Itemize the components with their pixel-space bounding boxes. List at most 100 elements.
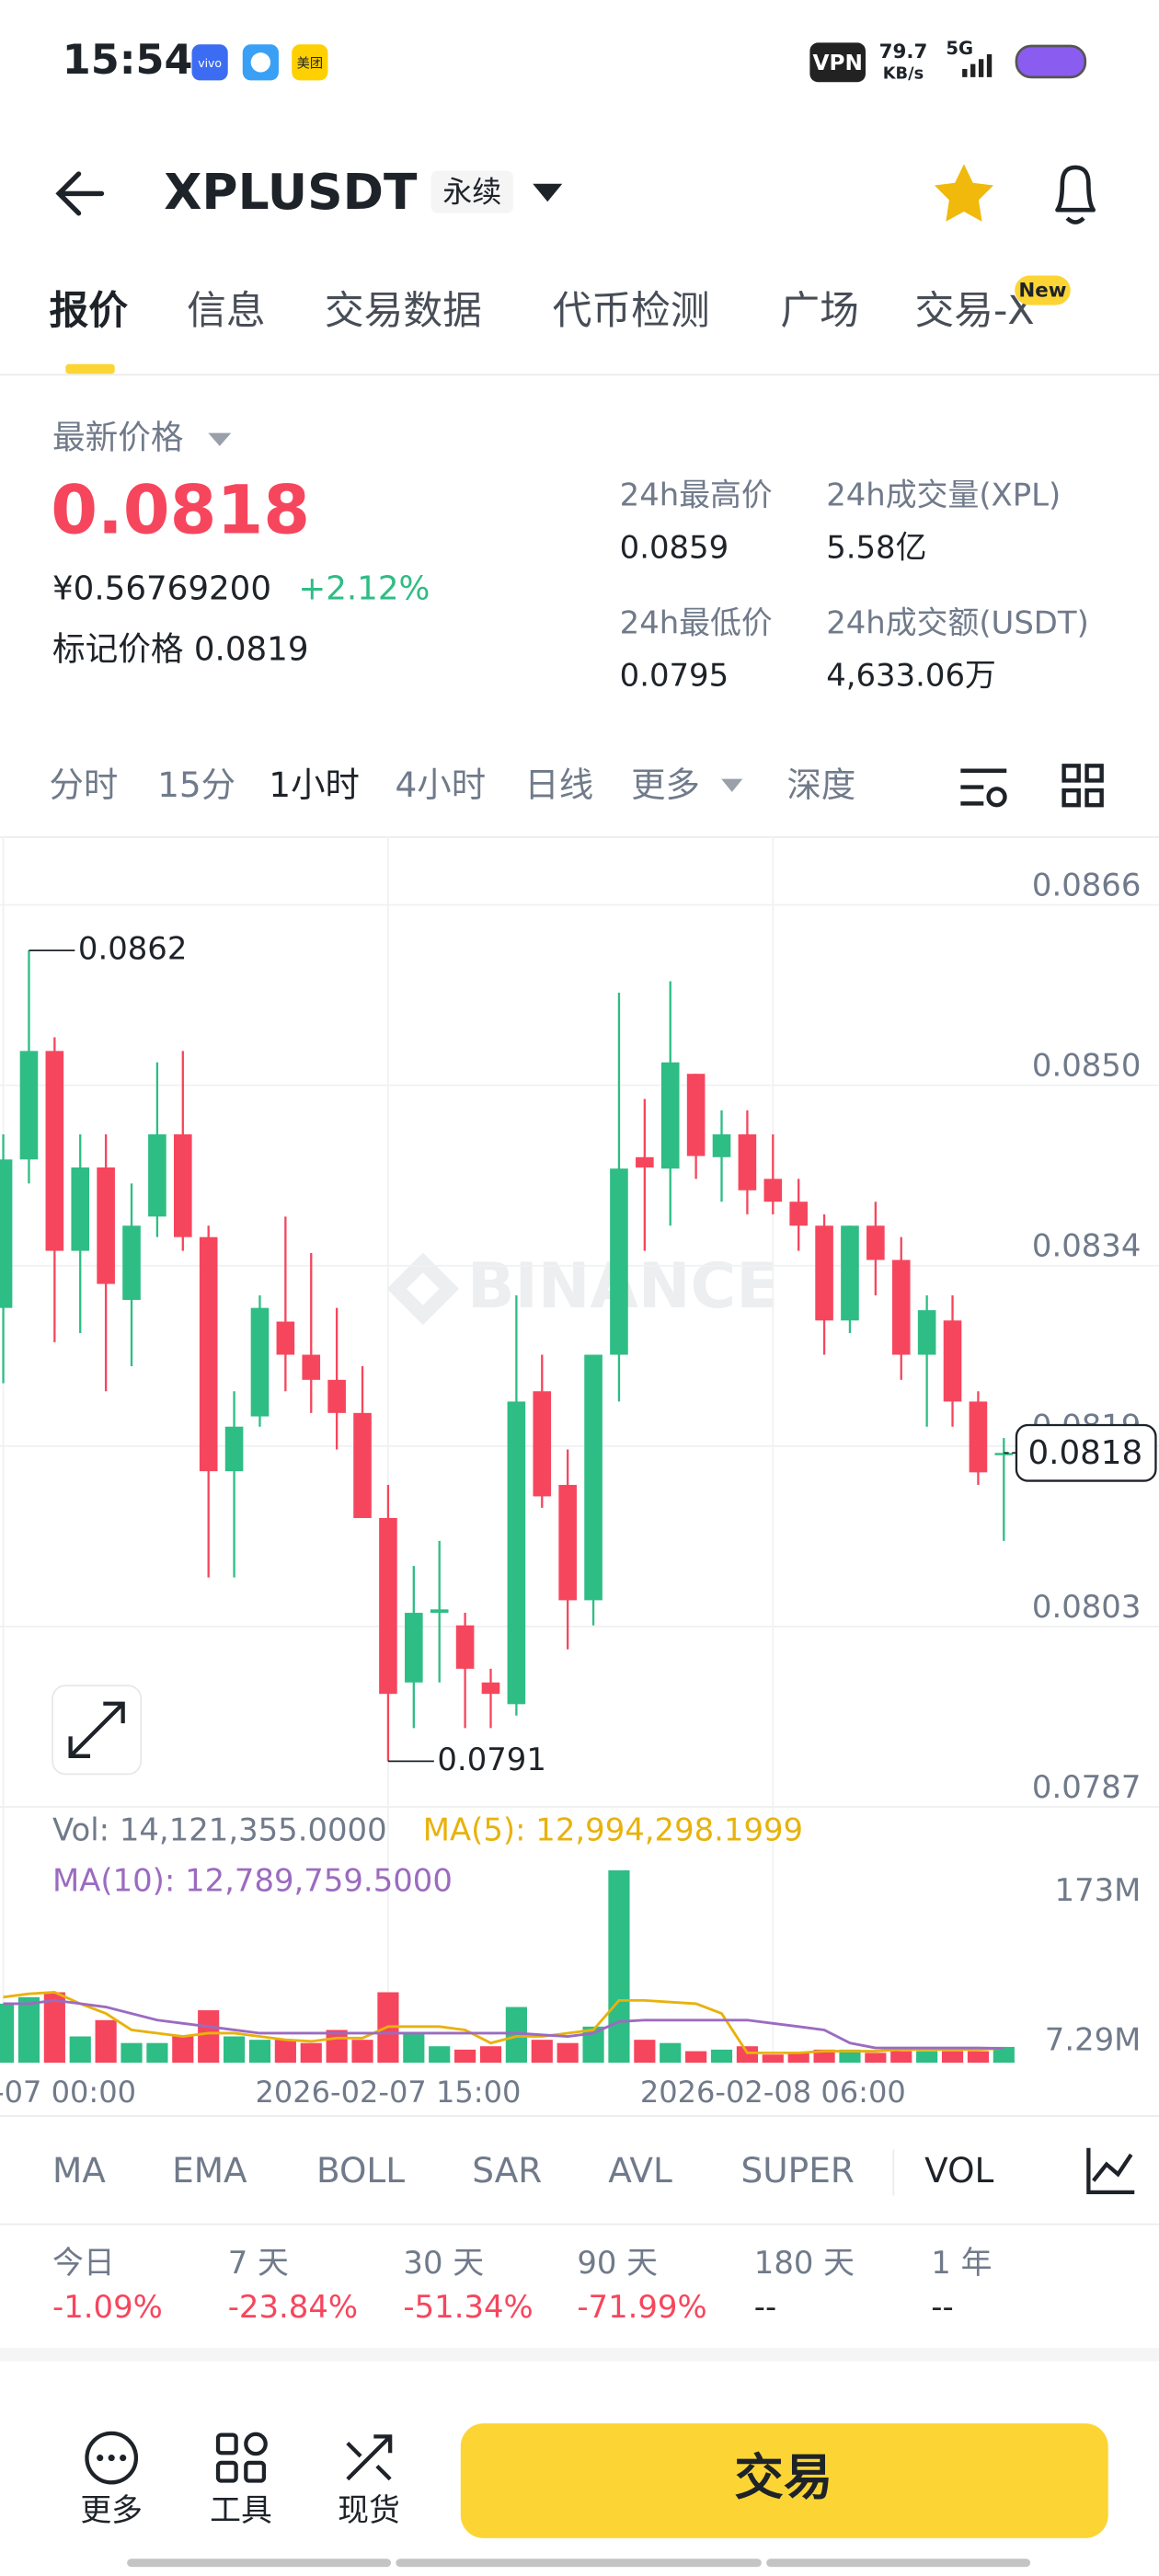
symbol-dropdown[interactable] bbox=[533, 183, 563, 202]
volume-bar bbox=[608, 1869, 630, 2064]
x-tick-label: 2026-02-08 06:00 bbox=[640, 2075, 906, 2110]
mark-price: 标记价格 0.0819 bbox=[52, 631, 308, 669]
candle-body bbox=[636, 1156, 654, 1167]
volume-bar bbox=[967, 2051, 990, 2064]
volume-bar bbox=[916, 2051, 938, 2064]
stat-label: 24h最低价 bbox=[620, 605, 773, 641]
notification-bell[interactable] bbox=[1055, 165, 1096, 224]
section-gap bbox=[0, 2348, 1159, 2362]
period-change: -71.99% bbox=[577, 2289, 706, 2325]
candle-body bbox=[891, 1259, 911, 1355]
volume-bar bbox=[43, 1992, 65, 2064]
period-label: 30 天 bbox=[403, 2245, 484, 2281]
vpn-badge bbox=[809, 42, 866, 83]
interval-option[interactable]: 15分 bbox=[157, 765, 235, 805]
volume-bar bbox=[634, 2040, 656, 2064]
tab[interactable]: 广场 bbox=[780, 288, 859, 334]
indicator-tab[interactable]: SUPER bbox=[741, 2150, 855, 2191]
volume-bar bbox=[172, 2036, 194, 2064]
app-icon-label: vivo bbox=[198, 56, 222, 70]
y-tick-label: 0.0787 bbox=[1032, 1769, 1141, 1805]
candle-body bbox=[533, 1391, 552, 1497]
candle-body bbox=[199, 1236, 218, 1472]
symbol[interactable]: XPLUSDT bbox=[164, 163, 418, 221]
more-label[interactable]: 更多 bbox=[80, 2492, 143, 2528]
period-change: -- bbox=[931, 2289, 953, 2325]
volume-bar bbox=[429, 2046, 451, 2064]
period-label: 90 天 bbox=[577, 2245, 658, 2281]
candle-body bbox=[224, 1426, 244, 1472]
stat-label: 24h成交量(XPL) bbox=[826, 477, 1061, 513]
candle-body bbox=[45, 1051, 64, 1251]
indicator-tab[interactable]: VOL bbox=[924, 2150, 993, 2191]
period-label: 7 天 bbox=[228, 2245, 289, 2281]
volume-bar bbox=[351, 2040, 373, 2064]
new-badge-label: New bbox=[1018, 279, 1066, 302]
candle-body bbox=[917, 1310, 936, 1355]
spot-label[interactable]: 现货 bbox=[338, 2492, 400, 2528]
tools-icon[interactable] bbox=[215, 2432, 268, 2483]
indicator-tab[interactable]: BOLL bbox=[316, 2150, 405, 2191]
candle-body bbox=[148, 1133, 166, 1217]
more-icon-dots bbox=[97, 2455, 127, 2462]
ma-legend: MA(5): 12,994,298.1999 bbox=[423, 1811, 803, 1847]
interval-option[interactable]: 分时 bbox=[49, 765, 118, 805]
tab[interactable]: 信息 bbox=[187, 288, 266, 334]
tab[interactable]: 代币检测 bbox=[553, 288, 710, 334]
net-speed-unit: KB/s bbox=[883, 63, 924, 83]
period-change: -23.84% bbox=[228, 2289, 358, 2325]
tab[interactable]: 交易-X bbox=[914, 288, 1034, 334]
layout-icon[interactable] bbox=[1061, 764, 1104, 808]
indicator-settings-icon[interactable] bbox=[1086, 2147, 1135, 2195]
indicator-tab[interactable]: EMA bbox=[172, 2150, 247, 2191]
stat-label: 24h成交额(USDT) bbox=[826, 605, 1089, 641]
candle-body bbox=[250, 1307, 270, 1417]
tab[interactable]: 交易数据 bbox=[325, 288, 482, 334]
volume-bar bbox=[69, 2036, 91, 2064]
volume-legend: Vol: 14,121,355.0000 bbox=[52, 1811, 387, 1847]
more-icon[interactable] bbox=[85, 2431, 139, 2485]
volume-bar bbox=[326, 2030, 348, 2064]
fullscreen-icon bbox=[68, 1701, 125, 1758]
volume-bar bbox=[685, 2051, 707, 2064]
stat-value: 5.58亿 bbox=[826, 530, 926, 566]
tools-label[interactable]: 工具 bbox=[210, 2492, 272, 2528]
volume-tick-label: 7.29M bbox=[1045, 2021, 1142, 2057]
spot-icon[interactable] bbox=[346, 2434, 393, 2481]
last-price-tag bbox=[1015, 1423, 1157, 1482]
chart-settings-icon[interactable] bbox=[960, 768, 1007, 808]
tab[interactable]: 报价 bbox=[49, 288, 128, 334]
last-price-tag-label: 0.0818 bbox=[1027, 1434, 1142, 1472]
volume-bar bbox=[582, 2026, 604, 2064]
dropdown-arrow[interactable] bbox=[208, 432, 232, 446]
interval-option[interactable]: 深度 bbox=[786, 765, 855, 805]
indicator-tab[interactable]: MA bbox=[52, 2150, 106, 2191]
more-dropdown-arrow[interactable] bbox=[721, 778, 743, 792]
volume-bar bbox=[224, 2036, 246, 2064]
candle-body bbox=[405, 1613, 423, 1683]
cny-price: ¥0.56769200 bbox=[52, 570, 271, 608]
volume-bar bbox=[198, 2010, 220, 2064]
interval-option[interactable]: 更多 bbox=[631, 765, 700, 805]
candle-body bbox=[507, 1401, 526, 1705]
volume-bar bbox=[557, 2042, 579, 2064]
trade-button[interactable] bbox=[460, 2423, 1108, 2538]
volume-bar bbox=[941, 2051, 964, 2064]
interval-option[interactable]: 日线 bbox=[524, 765, 593, 805]
indicator-tab[interactable]: AVL bbox=[608, 2150, 672, 2191]
x-tick-label: 2026-02-07 15:00 bbox=[255, 2075, 521, 2110]
app-icon bbox=[292, 44, 328, 81]
candle-body bbox=[584, 1354, 602, 1601]
y-tick-label: 0.0803 bbox=[1032, 1589, 1141, 1625]
volume-bar bbox=[993, 2046, 1015, 2064]
favorite-star[interactable] bbox=[934, 164, 993, 222]
candle-body bbox=[610, 1168, 628, 1355]
indicator-tab[interactable]: SAR bbox=[472, 2150, 542, 2191]
stat-label: 24h最高价 bbox=[620, 477, 773, 513]
signal-icon bbox=[962, 53, 993, 77]
back-button[interactable] bbox=[55, 171, 105, 216]
interval-option[interactable]: 1小时 bbox=[269, 765, 360, 805]
low-label: 0.0791 bbox=[437, 1742, 545, 1777]
interval-option[interactable]: 4小时 bbox=[396, 765, 487, 805]
